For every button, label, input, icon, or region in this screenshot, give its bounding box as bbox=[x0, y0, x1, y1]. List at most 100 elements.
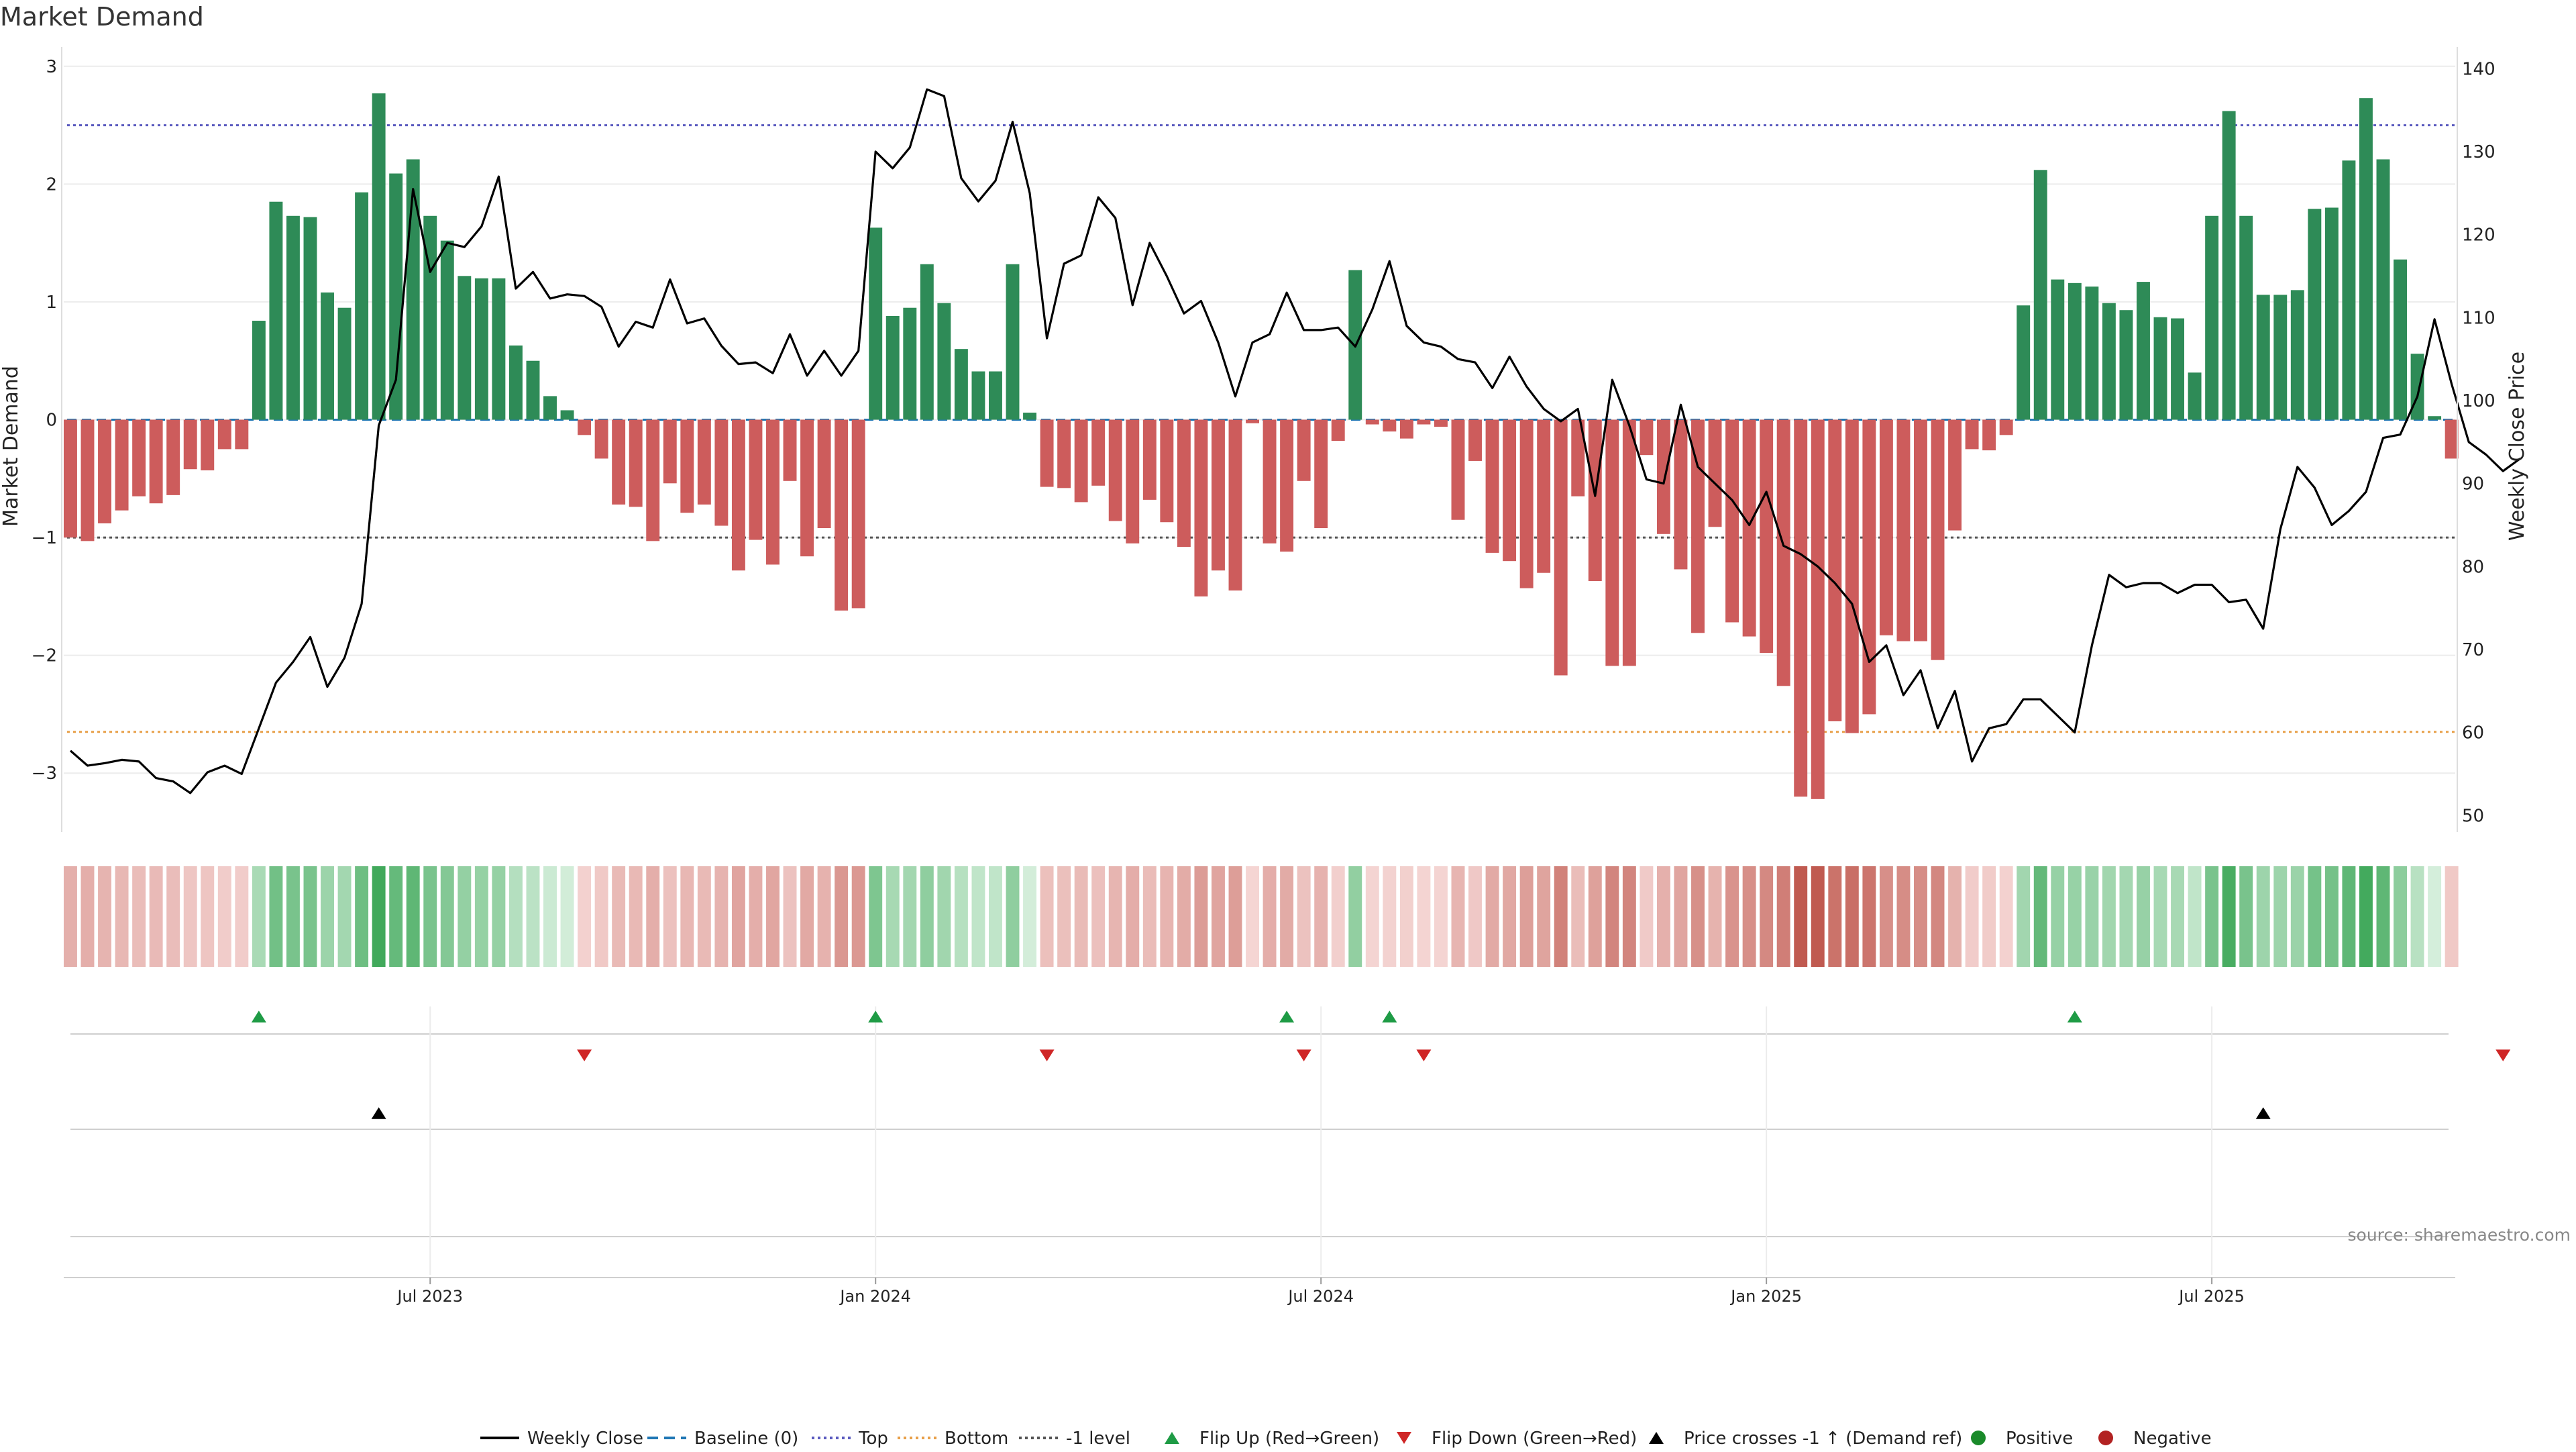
demand-bar bbox=[869, 227, 883, 420]
y2-tick-label: 90 bbox=[2462, 474, 2484, 495]
y2-tick-label: 130 bbox=[2462, 142, 2496, 162]
demand-bar bbox=[1571, 419, 1585, 497]
demand-bar bbox=[1742, 419, 1756, 637]
demand-bar bbox=[217, 419, 231, 450]
demand-bar bbox=[1246, 419, 1259, 423]
y2-tick-label: 80 bbox=[2462, 557, 2484, 577]
price-series bbox=[69, 88, 2521, 794]
heat-cell bbox=[1982, 866, 1996, 967]
demand-bar bbox=[2290, 290, 2304, 420]
demand-bar bbox=[2239, 215, 2253, 420]
heat-cell bbox=[1228, 866, 1242, 967]
demand-bar bbox=[2051, 279, 2065, 420]
demand-bar bbox=[286, 215, 300, 420]
demand-bar bbox=[1040, 419, 1054, 487]
heat-cell bbox=[2359, 866, 2373, 967]
x-tick-label: Jul 2025 bbox=[2178, 1287, 2245, 1306]
demand-bar bbox=[1503, 419, 1517, 562]
demand-bar bbox=[2102, 303, 2116, 420]
heat-cell bbox=[474, 866, 488, 967]
demand-bar bbox=[2119, 310, 2133, 420]
price-cross-marker bbox=[2255, 1107, 2271, 1119]
heat-cell bbox=[629, 866, 643, 967]
heat-cell bbox=[1622, 866, 1636, 967]
demand-bar bbox=[1417, 419, 1431, 425]
demand-bar bbox=[1605, 419, 1619, 666]
heat-cell bbox=[1674, 866, 1688, 967]
heat-cell bbox=[2410, 866, 2424, 967]
demand-bar bbox=[1760, 419, 1774, 654]
demand-bar bbox=[235, 419, 249, 450]
legend-label: -1 level bbox=[1066, 1429, 1130, 1449]
demand-bar bbox=[337, 307, 352, 420]
heat-cell bbox=[2153, 866, 2167, 967]
y-tick-label: −3 bbox=[32, 764, 57, 784]
demand-bar bbox=[1331, 419, 1345, 442]
heat-cell bbox=[885, 866, 900, 967]
demand-bar bbox=[680, 419, 694, 513]
heat-cell bbox=[920, 866, 934, 967]
y-tick-label: 2 bbox=[46, 174, 57, 195]
demand-bar bbox=[646, 419, 660, 541]
flip-up-marker bbox=[251, 1010, 266, 1023]
y-tick-label: 3 bbox=[46, 57, 57, 77]
demand-bar bbox=[1982, 419, 1996, 451]
legend-label: Flip Down (Green→Red) bbox=[1432, 1429, 1637, 1449]
y2-tick-label: 100 bbox=[2462, 391, 2496, 411]
heat-cell bbox=[2137, 866, 2150, 967]
demand-bar bbox=[1708, 419, 1722, 527]
y2-tick-label: 120 bbox=[2462, 225, 2496, 246]
demand-bar bbox=[1811, 419, 1825, 799]
heat-cell bbox=[2085, 866, 2099, 967]
y2-tick-label: 140 bbox=[2462, 59, 2496, 79]
flip-down-marker bbox=[1039, 1049, 1055, 1061]
heat-cell bbox=[337, 866, 352, 967]
flip-down-marker bbox=[1416, 1049, 1432, 1061]
demand-bar bbox=[201, 419, 215, 470]
demand-bar bbox=[1931, 419, 1945, 660]
demand-bar bbox=[1108, 419, 1122, 521]
heat-cell bbox=[183, 866, 197, 967]
heat-cell bbox=[98, 866, 111, 967]
demand-bar bbox=[1006, 264, 1020, 420]
demand-bar bbox=[115, 419, 129, 511]
heat-cell bbox=[680, 866, 694, 967]
heat-cell bbox=[166, 866, 180, 967]
heat-cell bbox=[1742, 866, 1756, 967]
heat-cell bbox=[286, 866, 300, 967]
heat-cell bbox=[1965, 866, 1979, 967]
heat-cell bbox=[851, 866, 865, 967]
demand-bar bbox=[1091, 419, 1106, 486]
y-tick-label: −2 bbox=[32, 646, 57, 666]
heat-cell bbox=[1503, 866, 1517, 967]
legend-label: Baseline (0) bbox=[694, 1429, 798, 1449]
heat-cell bbox=[235, 866, 249, 967]
heat-cell bbox=[2324, 866, 2339, 967]
legend-label: Price crosses -1 ↑ (Demand ref) bbox=[1684, 1429, 1962, 1449]
heat-cell bbox=[1263, 866, 1277, 967]
demand-bar bbox=[1914, 419, 1927, 641]
heat-cell bbox=[2342, 866, 2356, 967]
demand-bar bbox=[1845, 419, 1859, 733]
heat-cell bbox=[1828, 866, 1842, 967]
heat-cell bbox=[594, 866, 608, 967]
heat-cell bbox=[1554, 866, 1568, 967]
heat-cell bbox=[526, 866, 540, 967]
heat-cell bbox=[697, 866, 711, 967]
legend-label: Negative bbox=[2133, 1429, 2212, 1449]
heat-cell bbox=[1365, 866, 1379, 967]
demand-bar bbox=[526, 360, 540, 420]
heat-cell bbox=[1640, 866, 1654, 967]
demand-bar bbox=[1160, 419, 1174, 523]
heat-cell bbox=[64, 866, 77, 967]
demand-bar bbox=[2033, 170, 2047, 420]
demand-bar bbox=[2394, 259, 2407, 420]
heat-cell bbox=[903, 866, 917, 967]
y-tick-label: 0 bbox=[46, 410, 57, 430]
demand-bar bbox=[2171, 318, 2184, 420]
y2-tick-label: 70 bbox=[2462, 640, 2484, 660]
demand-bar bbox=[629, 419, 643, 507]
demand-bar bbox=[474, 278, 488, 420]
heat-cell bbox=[1931, 866, 1945, 967]
demand-bar bbox=[851, 419, 865, 609]
